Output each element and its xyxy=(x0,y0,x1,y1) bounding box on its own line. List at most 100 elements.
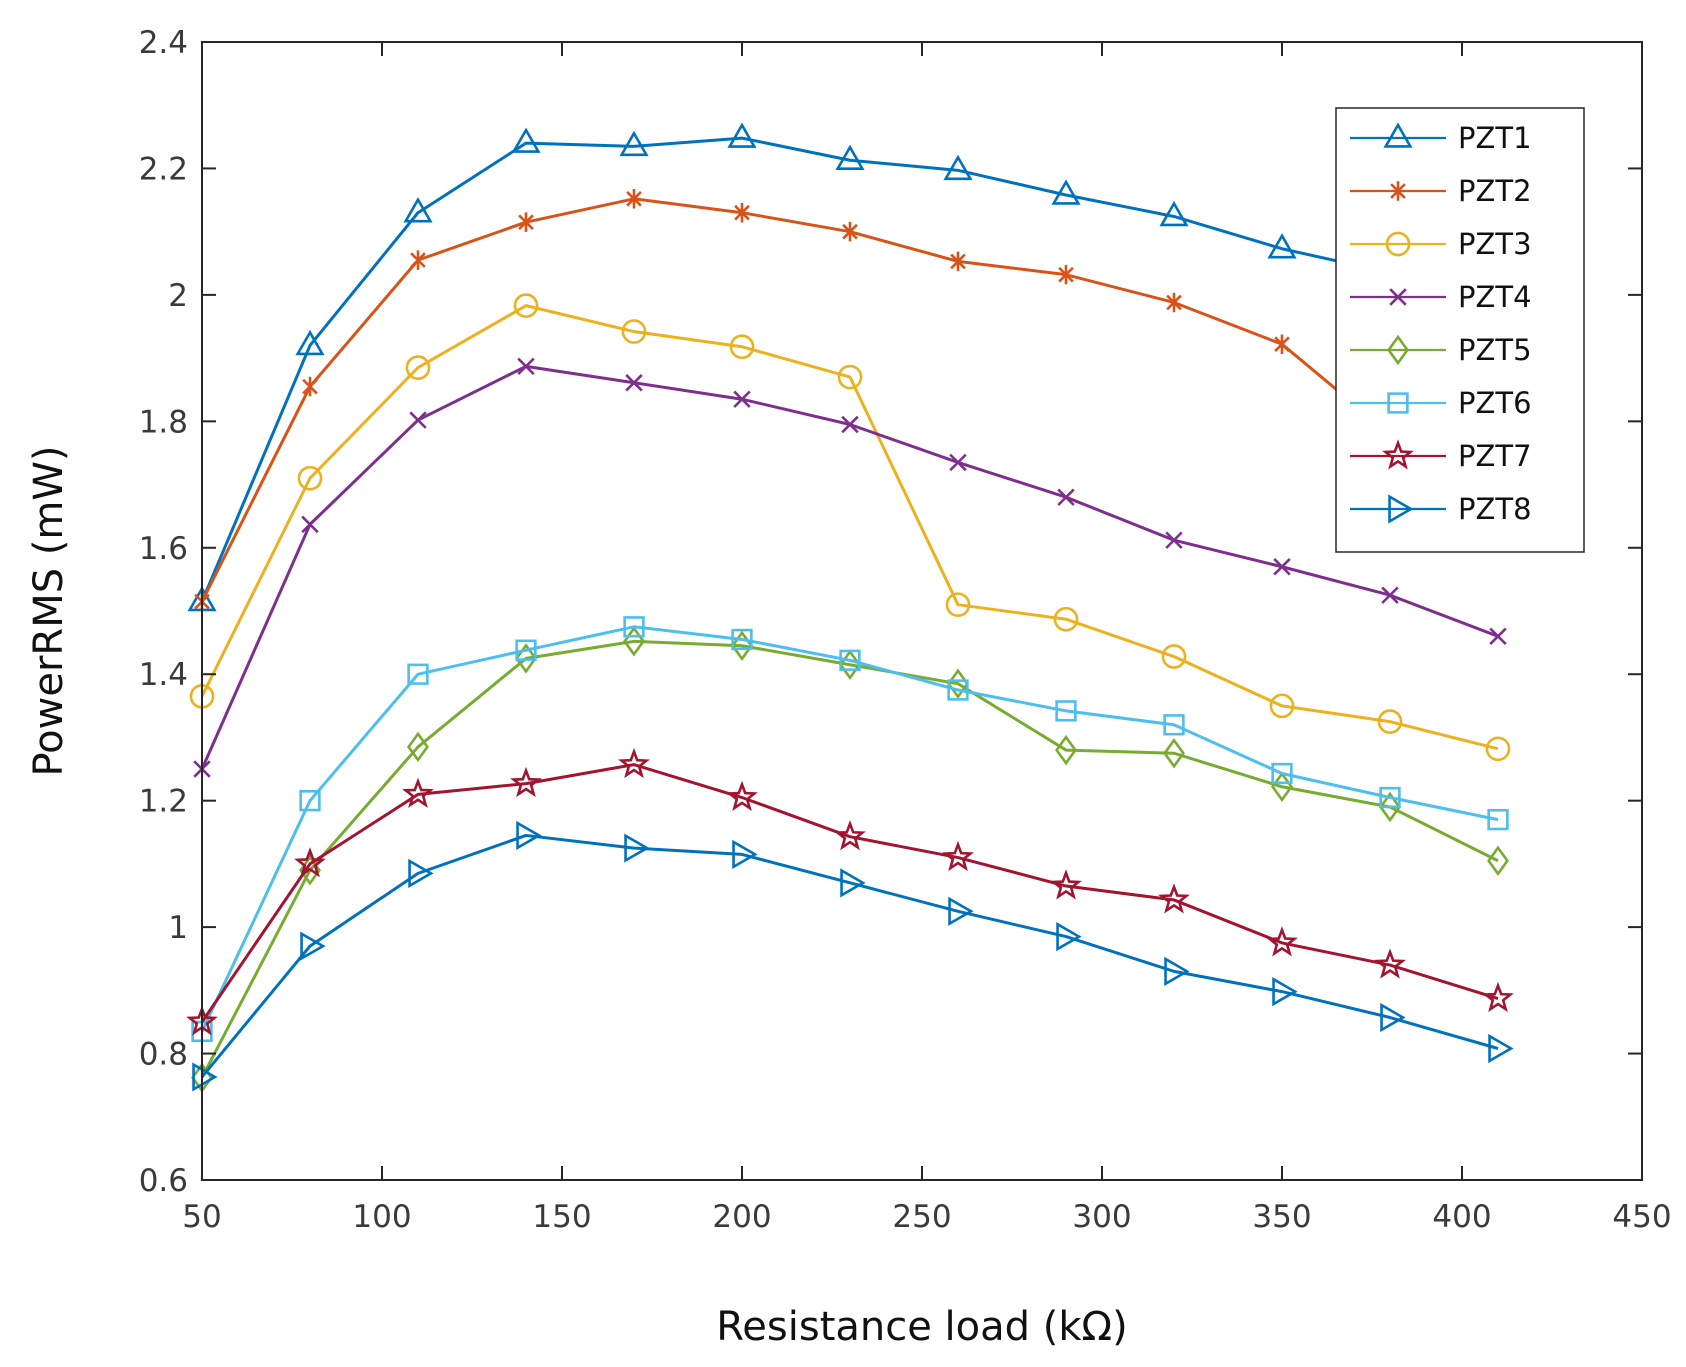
y-axis-title: PowerRMS (mW) xyxy=(26,445,72,776)
legend-entry-pzt1: PZT1 xyxy=(1350,121,1532,155)
x-tick-label: 250 xyxy=(892,1199,951,1235)
data-point xyxy=(1382,439,1414,470)
data-point xyxy=(1158,883,1190,914)
data-point xyxy=(618,747,650,779)
data-point xyxy=(1485,736,1511,762)
data-point xyxy=(1165,531,1183,549)
data-point xyxy=(402,777,434,808)
x-tick-label: 200 xyxy=(712,1199,771,1235)
series-pzt7 xyxy=(186,747,1514,1036)
data-point xyxy=(1488,1033,1514,1064)
data-point xyxy=(1389,288,1407,306)
x-tick-label: 50 xyxy=(182,1199,221,1235)
data-point xyxy=(835,144,865,170)
data-point xyxy=(403,197,433,223)
data-point xyxy=(300,931,326,961)
legend-label: PZT6 xyxy=(1458,386,1532,420)
data-point xyxy=(297,465,323,491)
legend-entry-pzt4: PZT4 xyxy=(1350,280,1532,314)
data-point xyxy=(1387,392,1409,414)
series-pzt1 xyxy=(187,122,1513,612)
legend-box xyxy=(1335,107,1585,553)
data-point xyxy=(409,411,427,429)
legend-label: PZT5 xyxy=(1458,333,1532,367)
data-point xyxy=(302,376,318,397)
y-tick-label: 2.2 xyxy=(139,151,188,187)
data-point xyxy=(1266,926,1298,957)
series-layer xyxy=(186,122,1514,1093)
data-point xyxy=(1390,181,1406,201)
data-point xyxy=(731,628,753,651)
legend-entry-pzt3: PZT3 xyxy=(1350,227,1532,261)
data-point xyxy=(839,649,861,671)
data-point xyxy=(1267,233,1297,259)
data-point xyxy=(511,127,541,153)
data-point xyxy=(729,334,755,360)
x-tick-label: 300 xyxy=(1072,1199,1131,1235)
data-point xyxy=(1055,700,1077,722)
y-tick-label: 1.6 xyxy=(139,531,188,567)
y-tick-label: 0.6 xyxy=(139,1163,188,1199)
legend-entry-pzt6: PZT6 xyxy=(1350,386,1532,420)
data-point xyxy=(834,819,866,851)
legend-entry-pzt8: PZT8 xyxy=(1350,492,1532,526)
data-point xyxy=(1269,693,1295,719)
data-point xyxy=(299,790,321,812)
legend-label: PZT3 xyxy=(1458,227,1532,261)
data-point xyxy=(1381,586,1399,604)
series-line xyxy=(200,136,1499,603)
data-point xyxy=(1379,786,1401,809)
y-tick-label: 2.4 xyxy=(139,25,188,61)
series-pzt6 xyxy=(191,616,1509,1043)
x-tick-label: 150 xyxy=(532,1199,591,1235)
data-point xyxy=(510,766,542,798)
data-point xyxy=(301,515,319,534)
x-tick-label: 400 xyxy=(1432,1199,1491,1235)
data-point xyxy=(837,364,863,390)
data-point xyxy=(623,616,645,638)
data-point xyxy=(626,189,642,209)
series-line xyxy=(200,763,1499,1023)
y-tick-label: 2 xyxy=(168,278,188,314)
data-point xyxy=(408,858,434,888)
data-point xyxy=(1051,179,1081,205)
data-point xyxy=(1380,1002,1406,1033)
data-point xyxy=(1058,264,1074,285)
data-point xyxy=(1487,808,1509,831)
data-point xyxy=(518,212,534,232)
data-point xyxy=(841,415,859,434)
legend-entry-pzt7: PZT7 xyxy=(1350,439,1532,473)
data-point xyxy=(1274,334,1290,354)
data-point xyxy=(1374,948,1406,979)
data-point xyxy=(945,592,971,618)
data-point xyxy=(726,780,758,812)
data-point xyxy=(732,839,758,870)
data-point xyxy=(295,329,325,356)
data-point xyxy=(624,833,650,863)
ticks-layer: 50 100 150 200 250 300 350 400 450 0.6 0.8 1 1.2 1.4 1… xyxy=(139,25,1672,1235)
legend-label: PZT8 xyxy=(1458,492,1532,526)
y-tick-label: 0.8 xyxy=(139,1037,188,1073)
data-point xyxy=(1482,981,1514,1013)
legend-entry-pzt5: PZT5 xyxy=(1350,333,1532,367)
data-point xyxy=(733,390,751,408)
legend-entry-pzt2: PZT2 xyxy=(1350,174,1532,208)
data-point xyxy=(1163,714,1185,736)
data-point xyxy=(516,820,542,851)
x-tick-label: 450 xyxy=(1612,1199,1671,1235)
data-point xyxy=(1050,869,1082,900)
data-point xyxy=(294,847,326,878)
data-point xyxy=(949,453,967,472)
y-tick-label: 1.8 xyxy=(139,404,188,440)
data-point xyxy=(1377,709,1403,734)
legend-label: PZT4 xyxy=(1458,280,1532,314)
data-point xyxy=(619,130,649,157)
data-point xyxy=(947,679,969,701)
x-axis-title: Resistance load (kΩ) xyxy=(716,1304,1127,1350)
data-point xyxy=(1055,734,1077,766)
data-point xyxy=(1273,558,1291,576)
legend-label: PZT2 xyxy=(1458,174,1532,208)
data-point xyxy=(1487,845,1509,876)
series-line xyxy=(200,833,1499,1078)
data-point xyxy=(842,221,858,242)
